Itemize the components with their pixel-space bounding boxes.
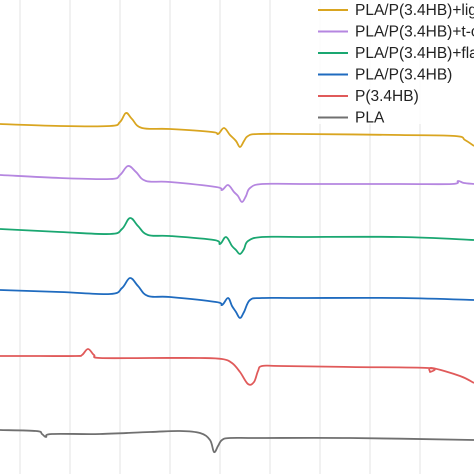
series-line-5 (0, 429, 474, 454)
legend-label-5: PLA (355, 110, 385, 127)
series-line-3 (0, 277, 474, 319)
legend: PLA/P(3.4HB)+lig PLA/P(3.4HB)+t-c PLA/P(3.… (312, 0, 474, 127)
legend-label-3: PLA/P(3.4HB) (355, 67, 452, 84)
series-lines (0, 112, 474, 454)
legend-label-4: P(3.4HB) (355, 88, 419, 105)
legend-label-0: PLA/P(3.4HB)+lig (355, 2, 474, 19)
series-line-1 (0, 165, 474, 203)
series-line-4 (0, 348, 474, 386)
series-line-2 (0, 217, 474, 255)
legend-label-2: PLA/P(3.4HB)+fla (355, 45, 474, 62)
legend-background (312, 0, 474, 124)
series-line-0 (0, 112, 474, 148)
legend-label-1: PLA/P(3.4HB)+t-c (355, 24, 474, 41)
